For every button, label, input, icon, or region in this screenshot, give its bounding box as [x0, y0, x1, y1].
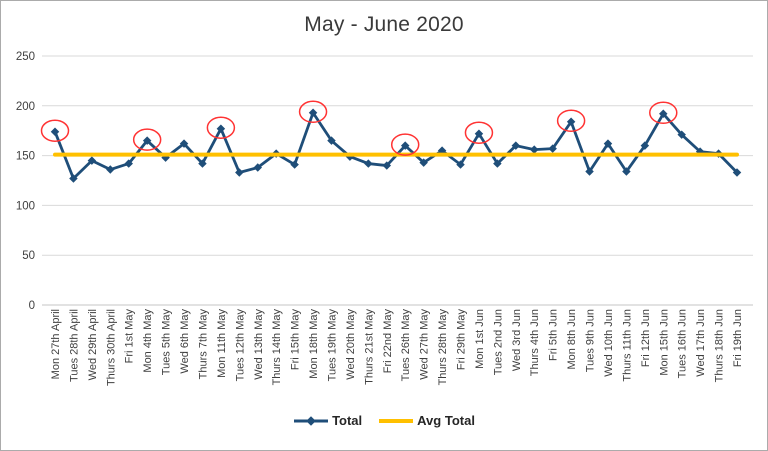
highlight-circle [132, 128, 162, 151]
data-point-marker [364, 159, 373, 168]
x-tick-label: Thurs 30th April [105, 309, 117, 386]
highlight-circle [298, 100, 328, 124]
highlight-circle [206, 116, 236, 139]
legend: Total Avg Total [0, 413, 768, 428]
highlight-circle [390, 133, 420, 156]
data-point-marker [308, 108, 318, 118]
x-tick-label: Fri 29th May [456, 309, 468, 371]
data-point-marker [474, 129, 484, 138]
x-tick-label: Mon 11th May [216, 309, 228, 378]
x-tick-label: Tues 28th April [68, 309, 80, 382]
x-tick-label: Thurs 4th Jun [529, 309, 541, 376]
x-tick-label: Wed 27th May [419, 309, 431, 380]
highlight-circle [649, 101, 678, 125]
chart-title: May - June 2020 [304, 13, 464, 36]
x-tick-label: Fri 19th Jun [732, 309, 744, 367]
data-point-marker [419, 158, 428, 167]
data-point-marker [400, 141, 410, 150]
x-tick-label: Wed 10th Jun [603, 309, 615, 377]
total-line-sample-icon [294, 415, 329, 426]
x-tick-label: Tues 16th Jun [677, 309, 689, 378]
data-point-marker [327, 136, 336, 145]
x-tick-label: Fri 1st May [124, 309, 136, 364]
x-tick-label: Fri 5th Jun [548, 309, 560, 361]
x-tick-label: Mon 4th May [142, 309, 154, 373]
data-point-marker [493, 159, 502, 168]
x-tick-label: Wed 6th May [179, 309, 191, 374]
y-tick-label: 0 [29, 300, 35, 312]
y-tick-label: 200 [16, 101, 35, 113]
x-tick-label: Tues 2nd Jun [492, 309, 504, 375]
x-tick-label: Wed 17th Jun [695, 309, 707, 377]
legend-label-avg-total: Avg Total [417, 413, 475, 428]
x-tick-label: Fri 15th May [290, 309, 302, 371]
avg-total-line-sample-icon [379, 418, 414, 423]
y-tick-label: 100 [16, 200, 35, 212]
legend-item-avg-total: Avg Total [378, 413, 475, 428]
x-tick-label: Tues 12th May [234, 309, 246, 382]
x-tick-label: Mon 8th Jun [566, 309, 578, 370]
x-tick-label: Mon 18th May [308, 309, 320, 379]
x-tick-label: Wed 3rd Jun [511, 309, 523, 371]
y-tick-label: 50 [22, 250, 35, 262]
x-tick-label: Tues 9th Jun [585, 309, 597, 372]
x-tick-label: Thurs 11th Jun [621, 309, 633, 382]
highlight-circle [556, 109, 586, 132]
y-tick-label: 150 [16, 151, 35, 163]
highlight-circle [464, 121, 494, 144]
highlight-circle [40, 119, 70, 142]
x-tick-label: Fri 22nd May [382, 309, 394, 374]
data-point-marker [530, 145, 539, 154]
x-tick-label: Mon 27th April [50, 309, 62, 379]
x-tick-label: Tues 5th May [161, 309, 173, 376]
x-tick-label: Thurs 21st May [363, 309, 375, 385]
x-tick-label: Mon 15th Jun [658, 309, 670, 376]
x-tick-label: Tues 19th May [326, 309, 338, 382]
x-tick-label: Wed 29th April [87, 309, 99, 380]
data-point-marker [50, 127, 60, 136]
x-tick-label: Thurs 14th May [271, 309, 283, 386]
x-tick-label: Thurs 28th May [437, 309, 449, 386]
data-point-marker [235, 168, 244, 177]
x-tick-label: Thurs 18th Jun [714, 309, 726, 382]
legend-item-total: Total [293, 413, 362, 428]
legend-label-total: Total [332, 413, 363, 428]
x-tick-label: Tues 26th May [400, 309, 412, 382]
data-point-marker [382, 161, 392, 170]
y-tick-label: 250 [16, 51, 35, 63]
data-point-marker [290, 160, 299, 169]
x-tick-label: Wed 13th May [253, 309, 265, 380]
x-tick-label: Mon 1st Jun [474, 309, 486, 369]
data-point-marker [456, 160, 465, 169]
x-tick-label: Thurs 7th May [197, 309, 209, 380]
x-tick-label: Fri 12th Jun [640, 309, 652, 367]
x-tick-label: Wed 20th May [345, 309, 357, 380]
